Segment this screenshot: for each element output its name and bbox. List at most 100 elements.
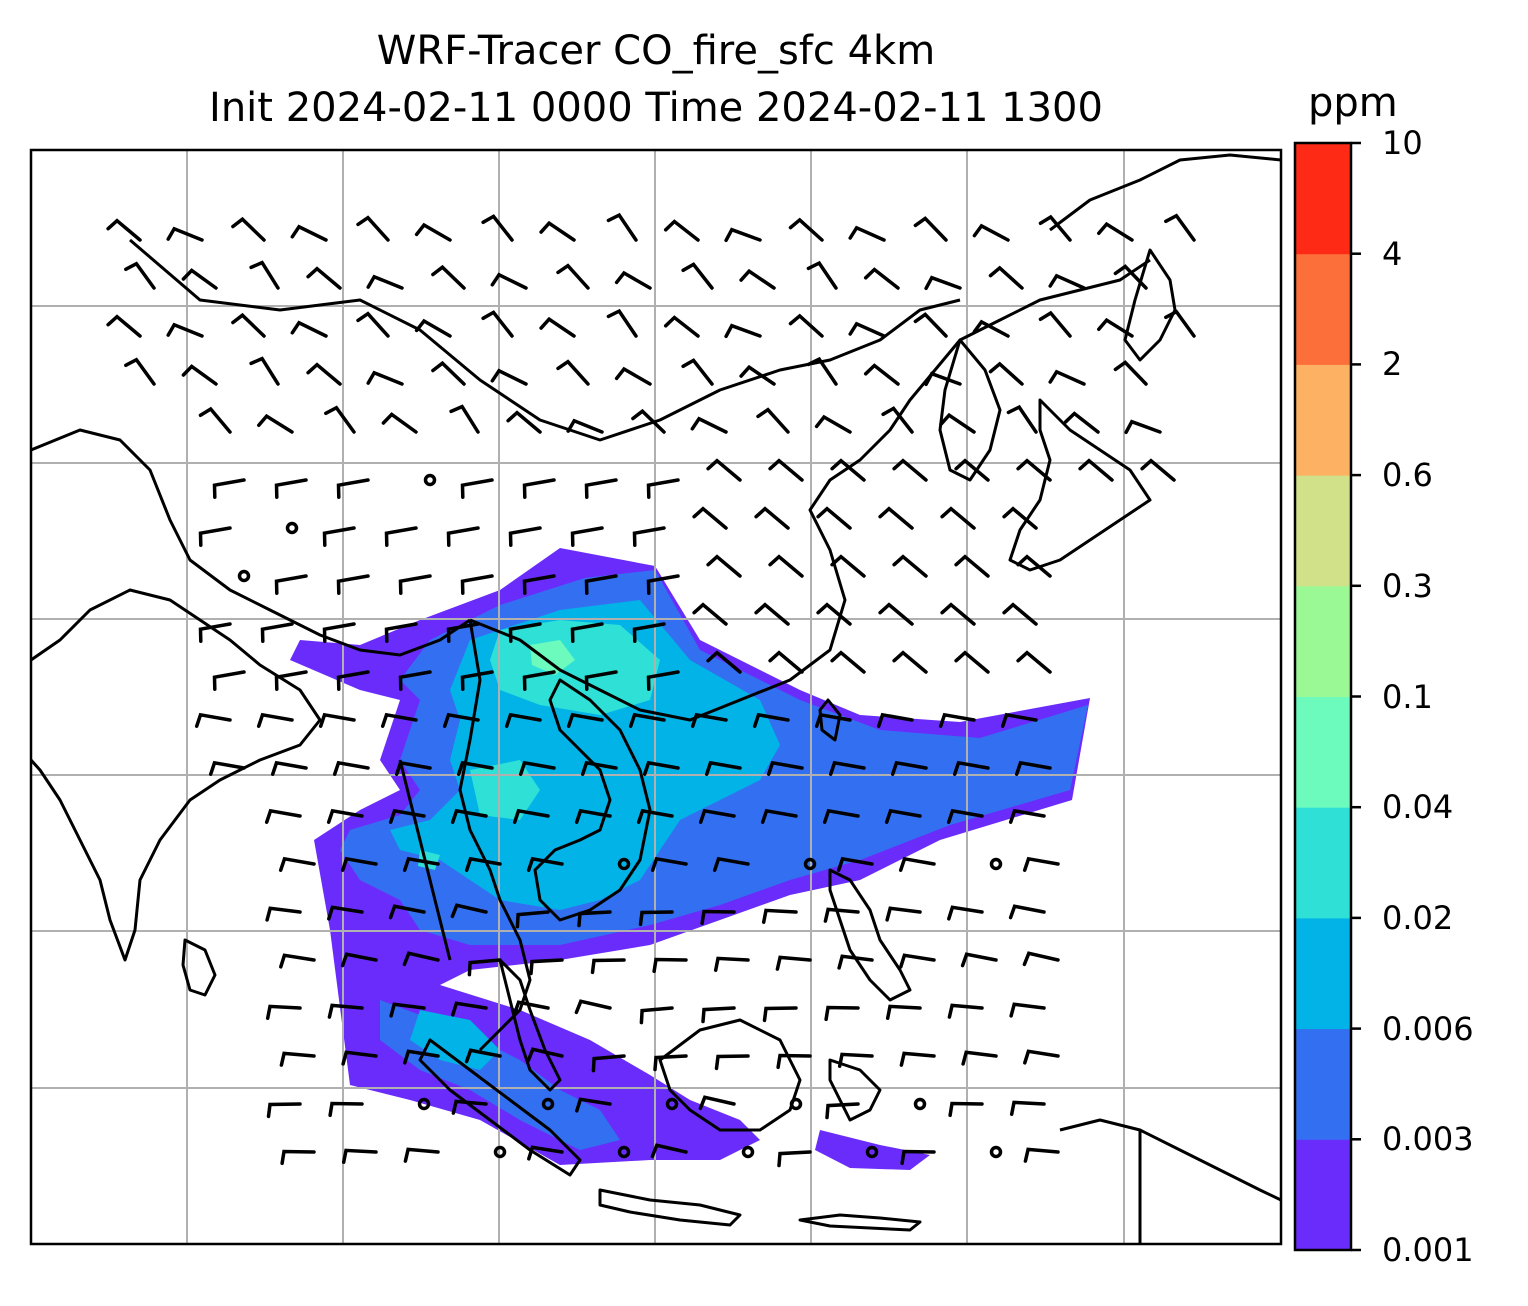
wind-barb (848, 321, 886, 338)
wind-barb (198, 622, 232, 643)
wind-barb (924, 275, 962, 291)
wind-barb (881, 406, 914, 434)
wind-barb (924, 371, 962, 387)
wind-barb (724, 227, 762, 243)
wind-barb (1000, 712, 1038, 728)
wind-barb (713, 956, 750, 972)
wind-barb (892, 650, 928, 674)
wind-barb (1048, 369, 1086, 386)
wind-barb (584, 574, 618, 595)
wind-barb (690, 416, 728, 434)
wind-barb (266, 1102, 302, 1119)
wind-barb (706, 650, 742, 674)
wind-barb (384, 526, 418, 547)
wind-barb (706, 458, 742, 482)
wind-barb (265, 1004, 302, 1020)
wind-barb (327, 905, 364, 921)
wind-barb (336, 478, 370, 499)
wind-barb (456, 760, 494, 776)
wind-barb (124, 357, 156, 386)
wind-barb (566, 712, 604, 728)
wind-barb (574, 808, 612, 824)
wind-barb (580, 760, 618, 776)
wind-barb (1016, 650, 1052, 674)
wind-barb (1063, 411, 1100, 434)
wind-barb (646, 478, 680, 499)
colorbar-swatch (1295, 364, 1351, 476)
wind-barb (274, 574, 308, 595)
russia-coast (1049, 153, 1281, 232)
wind-barb (946, 808, 984, 824)
wind-barb (529, 958, 564, 976)
wind-barb (824, 1005, 860, 1022)
wind-barb (198, 526, 232, 547)
wind-barb (947, 1003, 984, 1019)
wind-barb (837, 1052, 874, 1068)
wind-barb (1008, 904, 1046, 920)
wind-barb (960, 952, 998, 968)
wind-barb (566, 418, 604, 434)
calm-wind-marker (237, 569, 251, 583)
wind-barb (816, 506, 852, 530)
wind-barb (322, 622, 356, 643)
wind-barb (402, 951, 440, 967)
wind-barb (761, 908, 798, 924)
wind-barb (181, 364, 218, 386)
wind-barb (863, 267, 900, 290)
wind-barb (878, 506, 914, 530)
wind-barb (124, 261, 156, 290)
calm-wind-marker (865, 1145, 879, 1159)
wind-barb (1006, 404, 1038, 434)
wind-barb (518, 760, 556, 776)
wind-barb (1097, 221, 1134, 242)
wind-barb (318, 712, 356, 728)
wind-barb (947, 905, 984, 921)
wind-barb (754, 602, 790, 626)
wind-barb (1124, 419, 1162, 435)
wind-barb (706, 554, 742, 578)
wind-barb (506, 410, 542, 434)
wind-barb (460, 478, 494, 499)
wind-barb (777, 1150, 812, 1168)
wind-barb (1022, 951, 1060, 967)
wind-barb (324, 405, 356, 434)
wind-barb (788, 313, 824, 338)
wind-barb (752, 712, 790, 728)
wind-barb (961, 1050, 998, 1066)
wind-barb (403, 1049, 440, 1065)
java (598, 1188, 742, 1227)
wind-barb (231, 216, 266, 242)
wind-barb (398, 670, 432, 691)
wind-barb (714, 1054, 750, 1071)
wind-barb (884, 808, 922, 824)
wind-barb (274, 670, 308, 691)
plume-level-4 (530, 640, 575, 675)
wind-barb (208, 760, 246, 776)
wind-barb (614, 270, 652, 290)
wind-barb (451, 1001, 488, 1017)
colorbar (1293, 141, 1361, 1252)
coastlines (31, 153, 1281, 1244)
japan-north (1123, 248, 1177, 362)
wind-barb (249, 356, 280, 386)
wind-barb (766, 760, 804, 776)
wind-barb (1078, 458, 1114, 482)
wind-barb (816, 602, 852, 626)
wind-barb (575, 1097, 612, 1113)
wind-barb (381, 412, 418, 434)
wind-barb (700, 909, 736, 926)
wind-barb (106, 218, 142, 242)
wind-barb (106, 314, 142, 338)
colorbar-tick-label: 10 (1382, 124, 1423, 162)
wind-barb (274, 478, 308, 499)
calm-wind-marker (803, 857, 817, 871)
wind-barb (768, 554, 804, 578)
wind-barb (449, 404, 480, 434)
wind-barb (574, 999, 612, 1015)
wind-barb (762, 1006, 798, 1023)
wind-barb (653, 1054, 688, 1072)
map-title-line2: Init 2024-02-11 0000 Time 2024-02-11 130… (209, 85, 1103, 131)
wind-barb (490, 368, 528, 386)
lesser-sunda (798, 1213, 922, 1232)
wind-barb (646, 574, 680, 595)
